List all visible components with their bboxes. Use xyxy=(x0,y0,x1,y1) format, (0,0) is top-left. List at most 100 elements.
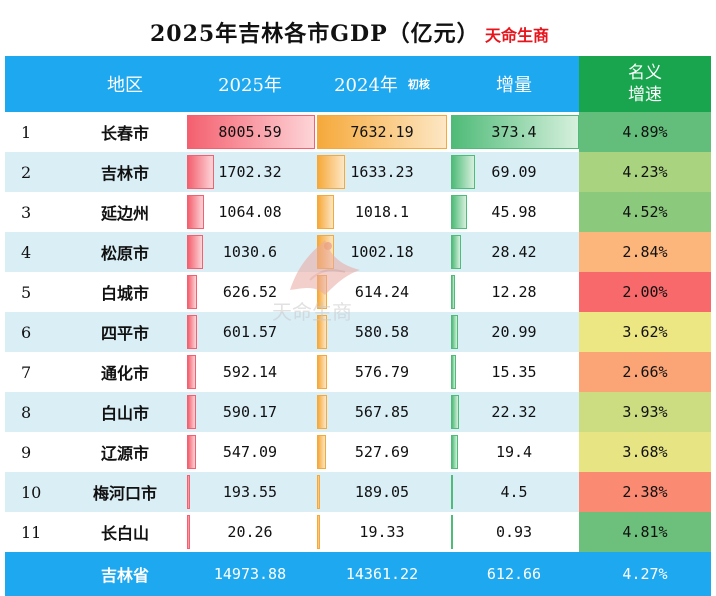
table-header: 地区 2025年 2024年 初核 增量 名义 增速 xyxy=(5,56,711,112)
value-2025: 8005.59 xyxy=(218,123,282,141)
header-growth: 名义 增速 xyxy=(579,56,711,112)
rank-cell: 5 xyxy=(21,282,32,302)
table-row: 11 长白山 20.26 19.33 0.93 4.81% xyxy=(5,512,711,552)
bar-2025 xyxy=(187,275,198,309)
rank-cell: 1 xyxy=(21,122,32,142)
rank-cell: 10 xyxy=(21,482,42,502)
bar-increase xyxy=(451,515,453,549)
total-2025: 14973.88 xyxy=(213,565,287,583)
table-row: 3 延边州 1064.08 1018.1 45.98 4.52% xyxy=(5,192,711,232)
rank-cell: 8 xyxy=(21,402,32,422)
rank-cell: 6 xyxy=(21,322,32,342)
value-increase: 373.4 xyxy=(491,123,537,141)
bar-increase xyxy=(451,115,579,149)
bar-increase xyxy=(451,195,467,229)
bar-2025 xyxy=(187,435,196,469)
value-2025: 1030.6 xyxy=(222,243,278,261)
value-2024: 19.33 xyxy=(359,523,405,541)
table-row: 7 通化市 592.14 576.79 15.35 2.66% xyxy=(5,352,711,392)
region-cell: 白山市 xyxy=(100,404,149,423)
table-row: 5 白城市 626.52 614.24 12.28 2.00% xyxy=(5,272,711,312)
region-cell: 梅河口市 xyxy=(92,484,157,503)
bar-2025 xyxy=(187,315,197,349)
bar-increase xyxy=(451,155,475,189)
bar-2025 xyxy=(187,115,315,149)
value-2025: 193.55 xyxy=(222,483,278,501)
bar-2025 xyxy=(187,515,190,549)
chart-title: 2025年吉林各市GDP（亿元） xyxy=(150,21,480,47)
region-cell: 延边州 xyxy=(100,204,149,223)
value-growth: 4.23% xyxy=(579,152,711,192)
bar-2025 xyxy=(187,155,215,189)
value-2024: 567.85 xyxy=(354,403,410,421)
value-increase: 4.5 xyxy=(500,483,528,501)
value-growth: 4.52% xyxy=(579,192,711,232)
bar-2025 xyxy=(187,475,191,509)
bar-2025 xyxy=(187,395,197,429)
rank-cell: 11 xyxy=(21,522,42,542)
value-2025: 1064.08 xyxy=(218,203,282,221)
value-2025: 1702.32 xyxy=(218,163,282,181)
bar-2024 xyxy=(317,435,326,469)
rank-cell: 3 xyxy=(21,202,32,222)
bar-2024 xyxy=(317,195,335,229)
value-2024: 1633.23 xyxy=(350,163,414,181)
value-growth: 2.84% xyxy=(579,232,711,272)
value-growth: 2.66% xyxy=(579,352,711,392)
value-increase: 69.09 xyxy=(491,163,537,181)
region-cell: 吉林市 xyxy=(100,164,149,183)
header-2024: 2024年 初核 xyxy=(315,56,449,112)
rank-cell: 2 xyxy=(21,162,32,182)
value-increase: 19.4 xyxy=(495,443,533,461)
region-cell: 长白山 xyxy=(100,524,149,543)
bar-increase xyxy=(451,315,459,349)
title-row: 2025年吉林各市GDP（亿元） 天命生商 xyxy=(0,0,716,56)
bar-2024 xyxy=(317,395,327,429)
region-cell: 四平市 xyxy=(100,324,149,343)
header-2025: 2025年 xyxy=(218,75,282,96)
bar-increase xyxy=(451,355,457,389)
value-2024: 580.58 xyxy=(354,323,410,341)
total-growth: 4.27% xyxy=(622,565,668,583)
region-cell: 长春市 xyxy=(100,124,149,143)
bar-2024 xyxy=(317,475,321,509)
value-growth: 4.81% xyxy=(579,512,711,552)
region-cell: 辽源市 xyxy=(100,444,149,463)
table-row: 6 四平市 601.57 580.58 20.99 3.62% xyxy=(5,312,711,352)
total-2024: 14361.22 xyxy=(345,565,419,583)
header-growth-line1: 名义 xyxy=(628,63,662,83)
bar-increase xyxy=(451,275,456,309)
total-row: 吉林省 14973.88 14361.22 612.66 4.27% xyxy=(5,552,711,596)
table-row: 4 松原市 1030.6 1002.18 28.42 2.84% xyxy=(5,232,711,272)
bar-increase xyxy=(451,235,461,269)
bar-2024 xyxy=(317,155,345,189)
value-increase: 22.32 xyxy=(491,403,537,421)
value-growth: 3.62% xyxy=(579,312,711,352)
value-2024: 576.79 xyxy=(354,363,410,381)
header-increase: 增量 xyxy=(496,75,532,96)
value-growth: 3.68% xyxy=(579,432,711,472)
value-2025: 20.26 xyxy=(227,523,273,541)
table-row: 9 辽源市 547.09 527.69 19.4 3.68% xyxy=(5,432,711,472)
rank-cell: 4 xyxy=(21,242,32,262)
value-2024: 189.05 xyxy=(354,483,410,501)
value-growth: 3.93% xyxy=(579,392,711,432)
header-2024-label: 2024年 xyxy=(334,75,398,96)
bar-increase xyxy=(451,395,459,429)
total-increase: 612.66 xyxy=(486,565,542,583)
value-increase: 28.42 xyxy=(491,243,537,261)
value-2025: 547.09 xyxy=(222,443,278,461)
header-growth-line2: 增速 xyxy=(628,85,662,105)
value-2025: 590.17 xyxy=(222,403,278,421)
bar-2024 xyxy=(317,355,327,389)
value-increase: 15.35 xyxy=(491,363,537,381)
bar-2025 xyxy=(187,195,204,229)
bar-increase xyxy=(451,435,458,469)
region-cell: 白城市 xyxy=(100,284,149,303)
header-2024-note: 初核 xyxy=(407,78,430,91)
table-row: 10 梅河口市 193.55 189.05 4.5 2.38% xyxy=(5,472,711,512)
brand-label: 天命生商 xyxy=(485,26,550,45)
table-row: 2 吉林市 1702.32 1633.23 69.09 4.23% xyxy=(5,152,711,192)
value-2024: 527.69 xyxy=(354,443,410,461)
value-increase: 0.93 xyxy=(495,523,533,541)
